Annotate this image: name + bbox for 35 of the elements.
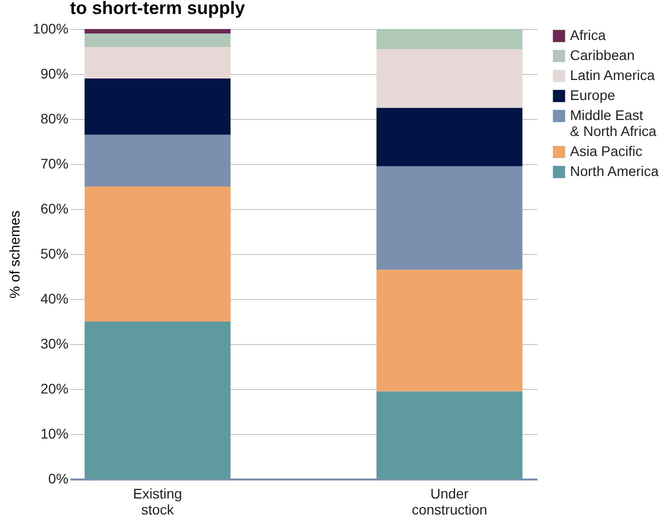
y-tick-label: 90%: [40, 66, 68, 82]
y-tick-label: 0%: [48, 470, 68, 486]
legend-label: Asia Pacific: [570, 143, 642, 159]
y-tick-label: 50%: [40, 246, 68, 262]
bar: [376, 108, 522, 166]
legend-label: Africa: [570, 27, 606, 43]
y-tick-label: 30%: [40, 336, 68, 352]
chart-title: to short-term supply: [70, 0, 246, 18]
y-tick-label: 20%: [40, 380, 68, 396]
legend-label: Latin America: [570, 67, 656, 83]
y-tick-label: 10%: [40, 426, 68, 442]
y-tick-label: 70%: [40, 156, 68, 172]
legend-label: Middle East & North Africa: [570, 107, 657, 139]
y-tick-label: 60%: [40, 200, 68, 216]
y-tick-label: 100%: [32, 20, 68, 36]
bar: [376, 49, 522, 108]
x-tick-label: Existing stock: [133, 486, 182, 518]
y-tick-label: 80%: [40, 110, 68, 126]
bar: [376, 29, 522, 50]
legend-label: Caribbean: [570, 47, 635, 63]
bar: [84, 29, 231, 34]
y-axis-title: % of schemes: [6, 210, 23, 298]
bar: [84, 47, 231, 78]
bar: [84, 78, 231, 135]
bar: [376, 166, 522, 270]
bar: [84, 134, 231, 186]
bar: [376, 270, 522, 392]
bar: [84, 186, 231, 322]
legend-label: Europe: [570, 87, 616, 103]
y-tick-label: 40%: [40, 290, 68, 306]
x-tick-label: Under construction: [412, 486, 488, 518]
bar: [376, 391, 522, 479]
bar: [84, 34, 231, 47]
legend-label: North America: [570, 163, 659, 179]
bar: [84, 322, 231, 479]
